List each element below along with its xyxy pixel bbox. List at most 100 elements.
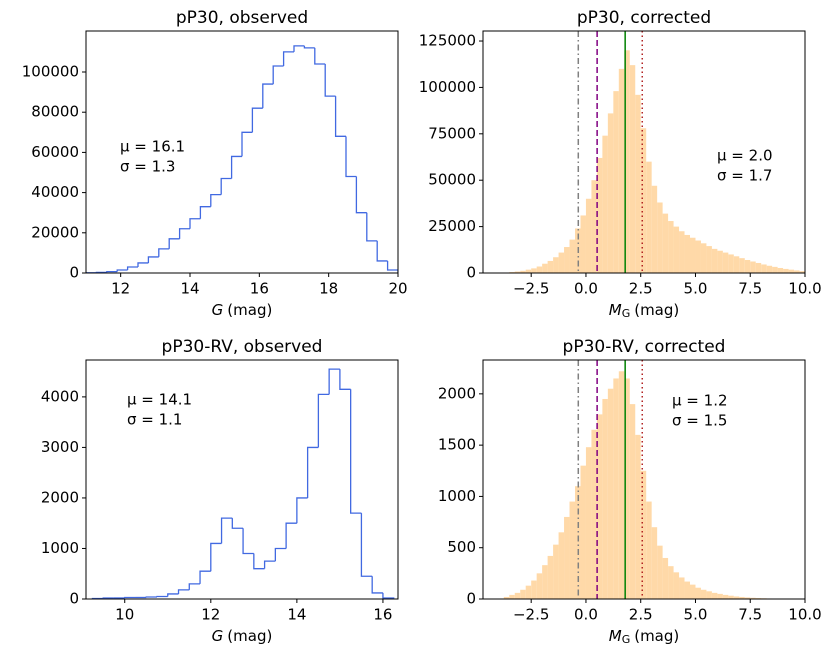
step	[241, 131, 253, 157]
bar	[783, 268, 789, 273]
bar	[744, 597, 751, 599]
step	[371, 576, 383, 594]
bar	[531, 268, 537, 273]
step	[251, 107, 263, 133]
bar	[761, 264, 767, 273]
axes-frame	[85, 359, 399, 600]
bar	[575, 486, 581, 599]
annotation: σ = 1.3	[120, 158, 175, 176]
y-tick-label: 25000	[428, 217, 476, 235]
bar	[744, 260, 751, 273]
bar	[799, 271, 805, 273]
y-tick-label: 100000	[22, 63, 79, 81]
bar	[695, 587, 701, 599]
step	[345, 136, 357, 178]
x-tick-label: 7.5	[738, 606, 762, 624]
bar	[514, 592, 521, 599]
y-tick-label: 80000	[31, 103, 79, 121]
x-tick-label: 5.0	[684, 606, 708, 624]
bar	[553, 544, 559, 599]
step	[360, 513, 373, 577]
bar	[635, 434, 641, 599]
step	[220, 177, 232, 195]
y-tick-label: 75000	[428, 124, 476, 142]
x-tick-label: 12	[201, 606, 220, 624]
y-tick-label: 50000	[428, 171, 476, 189]
x-label-subscript: G	[622, 633, 631, 646]
bar	[695, 240, 701, 273]
y-tick-label: 0	[466, 590, 476, 608]
step	[158, 248, 170, 257]
x-label-symbol: M	[609, 301, 622, 319]
step	[376, 240, 388, 262]
bar	[733, 596, 740, 599]
bar	[684, 581, 690, 599]
annotation: μ = 1.2	[672, 392, 728, 410]
y-tick-label: 1500	[438, 436, 476, 454]
bar	[640, 128, 647, 273]
panel-title: pP30-RV, corrected	[563, 337, 726, 357]
y-tick-label: 500	[447, 538, 476, 556]
x-label-unit: (mag)	[634, 627, 679, 645]
x-axis-label: G (mag)	[212, 627, 273, 645]
bar	[629, 404, 636, 599]
step	[210, 193, 222, 207]
bar	[520, 270, 526, 273]
bar	[591, 180, 597, 273]
x-tick-label: 2.5	[629, 280, 653, 298]
bar	[542, 565, 548, 599]
x-tick-label: 10	[115, 606, 134, 624]
x-label-symbol: G	[212, 301, 224, 319]
bar	[717, 593, 723, 599]
x-tick-label: 5.0	[684, 280, 708, 298]
bar	[553, 257, 559, 273]
y-tick-label: 20000	[31, 223, 79, 241]
plot-area	[91, 368, 395, 599]
panel: 12 14 16 18 20 0 20000 40000 60000 80000 100000 pP3…	[22, 8, 408, 319]
step	[220, 517, 233, 544]
y-tick-label: 100000	[419, 78, 476, 96]
panel: −2.5 0.0 2.5 5.0 7.5 10.0 0 500 1000 1500 2000 pP30…	[438, 337, 822, 646]
step	[350, 389, 362, 514]
step	[355, 176, 367, 214]
bar	[750, 597, 756, 599]
step	[366, 212, 378, 242]
x-tick-label: 14	[287, 606, 306, 624]
bar	[509, 594, 515, 599]
bar	[618, 371, 625, 599]
bar	[536, 573, 543, 599]
step	[314, 47, 326, 65]
step	[334, 96, 346, 137]
bar	[700, 243, 707, 273]
bar	[618, 68, 625, 273]
bar	[613, 378, 619, 599]
annotation: μ = 14.1	[127, 391, 192, 409]
x-label-unit: (mag)	[227, 627, 272, 645]
plot-area	[503, 31, 805, 273]
bar	[739, 596, 745, 599]
step	[230, 155, 242, 179]
bar	[629, 65, 636, 273]
bar	[558, 252, 565, 273]
panel-title: pP30-RV, observed	[162, 337, 323, 357]
bar	[536, 266, 543, 273]
y-tick-label: 0	[69, 590, 79, 608]
bar	[580, 465, 586, 599]
y-tick-label: 1000	[438, 487, 476, 505]
bar	[700, 589, 707, 599]
step	[285, 522, 297, 549]
y-tick-label: 4000	[41, 387, 79, 405]
bar	[503, 596, 510, 599]
bar	[679, 231, 685, 273]
x-label-symbol: M	[609, 627, 622, 645]
bar	[651, 527, 658, 599]
panel: 10 12 14 16 0 1000 2000 3000 4000 pP30-RV, observ…	[41, 337, 399, 645]
bar	[646, 161, 652, 273]
bar	[706, 246, 712, 273]
bar	[602, 398, 608, 599]
step	[296, 497, 308, 524]
bar	[607, 388, 614, 599]
x-tick-label: 10.0	[788, 606, 821, 624]
x-tick-label: 14	[180, 280, 199, 298]
